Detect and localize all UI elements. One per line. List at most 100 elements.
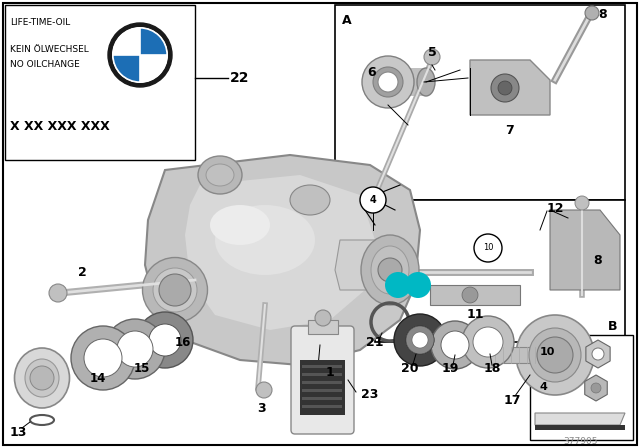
Circle shape	[394, 314, 446, 366]
Text: 8: 8	[594, 254, 602, 267]
Text: 7: 7	[506, 124, 515, 137]
Ellipse shape	[215, 205, 315, 275]
Ellipse shape	[15, 348, 70, 408]
Text: 4: 4	[540, 382, 548, 392]
Circle shape	[385, 272, 411, 298]
Bar	[490, 347, 558, 363]
Text: 11: 11	[467, 309, 484, 322]
Ellipse shape	[371, 246, 409, 294]
Circle shape	[71, 326, 135, 390]
Ellipse shape	[143, 258, 207, 323]
Circle shape	[360, 187, 386, 213]
Ellipse shape	[25, 359, 59, 397]
Circle shape	[137, 312, 193, 368]
Circle shape	[591, 383, 601, 393]
Text: 22: 22	[230, 71, 250, 85]
Ellipse shape	[290, 185, 330, 215]
Bar	[530, 335, 633, 440]
Bar	[375, 200, 625, 342]
Bar	[302, 365, 342, 368]
Polygon shape	[550, 210, 620, 290]
Bar	[300, 360, 345, 415]
Text: 13: 13	[10, 426, 27, 439]
Text: 1: 1	[326, 366, 334, 379]
Bar	[335, 5, 625, 200]
Circle shape	[84, 339, 122, 377]
Bar	[302, 405, 342, 408]
Ellipse shape	[417, 68, 435, 96]
Circle shape	[405, 272, 431, 298]
Text: KEIN ÖLWECHSEL: KEIN ÖLWECHSEL	[10, 45, 89, 54]
Text: 377905: 377905	[564, 438, 598, 447]
Text: 10: 10	[483, 244, 493, 253]
Ellipse shape	[153, 268, 197, 312]
Circle shape	[462, 316, 514, 368]
Text: 4: 4	[415, 280, 421, 290]
Circle shape	[379, 263, 397, 281]
Polygon shape	[535, 413, 625, 425]
Circle shape	[474, 234, 502, 262]
Circle shape	[112, 27, 168, 83]
Polygon shape	[145, 155, 420, 365]
Circle shape	[585, 6, 599, 20]
Circle shape	[256, 382, 272, 398]
Bar	[302, 381, 342, 384]
Ellipse shape	[198, 156, 242, 194]
Bar	[302, 389, 342, 392]
Ellipse shape	[373, 67, 403, 97]
Text: 9: 9	[395, 280, 401, 290]
Text: 12: 12	[547, 202, 564, 215]
Circle shape	[424, 49, 440, 65]
Wedge shape	[113, 28, 140, 55]
Text: LIFE-TIME-OIL: LIFE-TIME-OIL	[10, 18, 70, 27]
Circle shape	[462, 287, 478, 303]
Bar	[5, 5, 195, 160]
Text: 10: 10	[540, 347, 556, 357]
Text: 15: 15	[134, 362, 150, 375]
Circle shape	[406, 326, 434, 354]
Text: 20: 20	[401, 362, 419, 375]
Text: 17: 17	[503, 393, 521, 406]
Text: B: B	[607, 320, 617, 333]
Circle shape	[431, 321, 479, 369]
Circle shape	[441, 331, 469, 359]
Polygon shape	[185, 175, 375, 330]
Bar	[388, 68, 426, 96]
Bar	[302, 373, 342, 376]
Circle shape	[159, 274, 191, 306]
Circle shape	[592, 348, 604, 360]
Wedge shape	[113, 55, 140, 82]
Text: 2: 2	[77, 266, 86, 279]
Text: 19: 19	[442, 362, 459, 375]
Polygon shape	[430, 285, 520, 305]
Circle shape	[378, 258, 402, 282]
Polygon shape	[585, 375, 607, 401]
Text: A: A	[342, 14, 351, 27]
Ellipse shape	[362, 56, 414, 108]
Wedge shape	[140, 28, 167, 55]
Circle shape	[473, 327, 503, 357]
Circle shape	[498, 81, 512, 95]
Circle shape	[575, 196, 589, 210]
Text: 18: 18	[483, 362, 500, 375]
Bar	[302, 397, 342, 400]
Text: 4: 4	[370, 195, 376, 205]
Circle shape	[117, 331, 153, 367]
Circle shape	[412, 332, 428, 348]
Polygon shape	[470, 60, 550, 115]
Bar	[308, 320, 338, 334]
Ellipse shape	[516, 315, 594, 395]
Polygon shape	[335, 240, 405, 290]
Text: X XX XXX XXX: X XX XXX XXX	[10, 120, 110, 133]
Text: 23: 23	[362, 388, 379, 401]
Text: NO OILCHANGE: NO OILCHANGE	[10, 60, 80, 69]
Circle shape	[30, 366, 54, 390]
Ellipse shape	[206, 164, 234, 186]
Text: 21: 21	[366, 336, 384, 349]
Circle shape	[49, 284, 67, 302]
Circle shape	[108, 23, 172, 87]
Ellipse shape	[361, 235, 419, 305]
Circle shape	[315, 310, 331, 326]
Bar	[535, 425, 625, 430]
Circle shape	[537, 337, 573, 373]
